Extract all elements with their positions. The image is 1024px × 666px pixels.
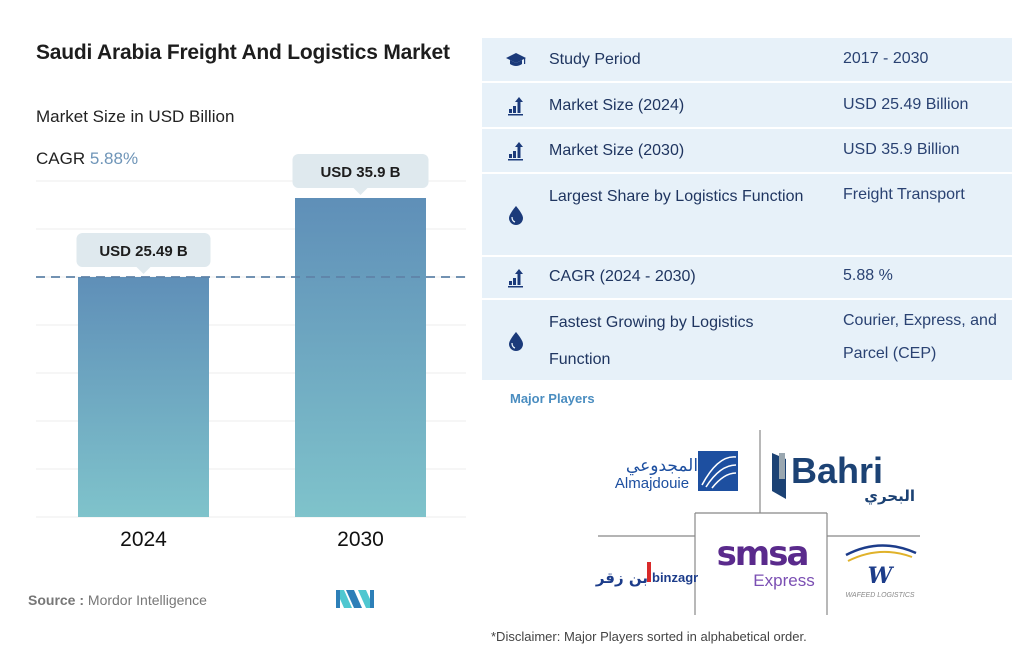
- data-label-text: USD 35.9 B: [320, 164, 400, 181]
- stat-label: Largest Share by Logistics Function: [549, 188, 804, 205]
- x-tick-label: 2030: [337, 528, 384, 551]
- mordor-intelligence-logo: [336, 590, 374, 608]
- cagr-readout: CAGR 5.88%: [36, 149, 138, 169]
- cagr-label: CAGR: [36, 149, 86, 168]
- stat-label: Fastest Growing by Logistics Function: [549, 314, 754, 368]
- data-label-bubble: [76, 233, 211, 267]
- growth-chart-icon: [508, 97, 523, 116]
- source-value: Mordor Intelligence: [87, 592, 207, 608]
- bar-chart: USD 25.49 B USD 35.9 B 2024 2030: [36, 154, 466, 551]
- drop-icon: [509, 332, 523, 351]
- stat-row-market-size-2024: Market Size (2024) USD 25.49 Billion: [482, 83, 1012, 129]
- binzagr-arabic: بن زقر: [595, 569, 648, 587]
- data-label-pointer: [353, 188, 368, 195]
- smsa-sub: Express: [753, 571, 814, 590]
- source-note: Source : Mordor Intelligence: [28, 592, 207, 608]
- bar-2030: [295, 198, 426, 517]
- chart-subtitle: Market Size in USD Billion: [36, 107, 235, 126]
- bahri-name: Bahri: [791, 450, 883, 491]
- stat-label: Study Period: [549, 51, 641, 68]
- stat-value: USD 35.9 Billion: [843, 141, 960, 158]
- stat-value: USD 25.49 Billion: [843, 96, 969, 113]
- stat-label: Market Size (2030): [549, 142, 685, 159]
- chart-title: Saudi Arabia Freight And Logistics Marke…: [36, 41, 450, 64]
- almajdouie-logo: المجدوعي Almajdouie: [615, 451, 738, 492]
- disclaimer-note: *Disclaimer: Major Players sorted in alp…: [491, 629, 807, 644]
- graduation-cap-icon: [506, 53, 526, 66]
- stat-value: Freight Transport: [843, 186, 965, 203]
- bahri-logo: Bahri البحري: [772, 450, 915, 506]
- smsa-name: smsa: [717, 534, 808, 574]
- drop-icon: [509, 206, 523, 225]
- growth-chart-icon: [508, 269, 523, 288]
- almajdouie-arabic: المجدوعي: [626, 456, 698, 476]
- binzagr-name: binzagr: [652, 570, 698, 585]
- stat-label: CAGR (2024 - 2030): [549, 268, 696, 285]
- stat-row-study-period: Study Period 2017 - 2030: [482, 38, 1012, 83]
- cagr-value: 5.88%: [89, 149, 139, 168]
- wafeed-logistics-logo: W WAFEED LOGISTICS: [845, 544, 917, 599]
- bahri-arabic: البحري: [864, 487, 915, 506]
- x-tick-label: 2024: [120, 528, 167, 551]
- stat-value: 2017 - 2030: [843, 50, 929, 67]
- stat-row-fastest-growing: Fastest Growing by Logistics Function Co…: [482, 300, 1012, 380]
- stat-value: 5.88 %: [843, 267, 893, 284]
- wafeed-name: WAFEED LOGISTICS: [845, 592, 914, 599]
- growth-chart-icon: [508, 142, 523, 161]
- data-label-text: USD 25.49 B: [99, 243, 188, 260]
- almajdouie-name: Almajdouie: [615, 475, 689, 492]
- data-label-pointer: [136, 267, 151, 274]
- stat-value: Courier, Express, and Parcel (CEP): [843, 312, 997, 362]
- bar-2024: [78, 277, 209, 517]
- stat-row-largest-share: Largest Share by Logistics Function Frei…: [482, 174, 1012, 257]
- source-label: Source :: [28, 592, 85, 608]
- major-players-heading: Major Players: [510, 391, 595, 406]
- stat-label: Market Size (2024): [549, 97, 685, 114]
- data-label-bubble: [292, 154, 429, 188]
- data-label-2024: USD 25.49 B: [76, 233, 211, 274]
- svg-text:W: W: [868, 563, 895, 589]
- smsa-express-logo: smsa Express: [717, 534, 815, 590]
- data-label-2030: USD 35.9 B: [292, 154, 429, 195]
- stat-row-cagr: CAGR (2024 - 2030) 5.88 %: [482, 257, 1012, 300]
- market-stats-panel: Study Period 2017 - 2030 Market Size (20…: [482, 38, 1012, 380]
- binzagr-logo: بن زقر binzagr: [595, 562, 698, 587]
- major-players-logos: المجدوعي Almajdouie Bahri البحري بن زقر …: [595, 430, 920, 615]
- stat-row-market-size-2030: Market Size (2030) USD 35.9 Billion: [482, 129, 1012, 174]
